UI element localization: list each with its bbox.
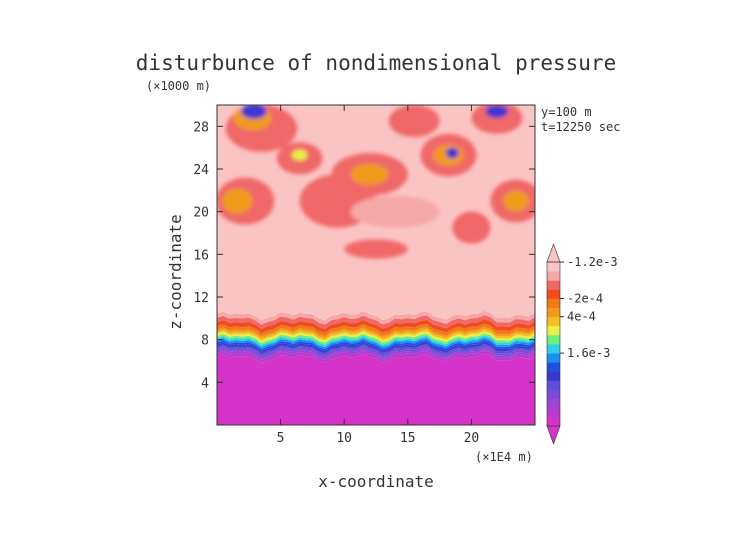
contour-blob	[503, 190, 529, 212]
colorbar-swatch	[547, 344, 560, 354]
contour-blob	[241, 105, 267, 119]
contour-blob	[388, 105, 440, 137]
colorbar-swatch	[547, 389, 560, 400]
colorbar-swatch	[547, 371, 560, 381]
colorbar-swatch	[547, 380, 560, 390]
contour-blob	[350, 163, 389, 185]
contour-band	[217, 343, 535, 356]
contour-band	[217, 339, 535, 352]
annotation-time: t=12250 sec	[541, 120, 620, 134]
contour-band	[217, 310, 535, 325]
y-tick-label: 8	[201, 334, 209, 349]
contour-blob	[222, 188, 253, 214]
contour-band	[217, 315, 535, 329]
contour-blob	[350, 195, 440, 228]
colorbar-swatch	[547, 280, 560, 290]
colorbar-label: -1.2e-3	[567, 255, 618, 269]
colorbar-swatch	[547, 407, 560, 418]
contour-band	[217, 326, 535, 339]
y-tick-label: 4	[201, 376, 209, 391]
y-unit-label: (×1000 m)	[146, 79, 211, 93]
contour-band	[217, 333, 535, 345]
colorbar-arrow-bottom	[546, 425, 561, 445]
contour-band	[217, 329, 535, 341]
contour-band	[217, 350, 535, 363]
y-tick-label: 16	[193, 248, 209, 263]
x-axis-ticks: 5 10 15 20	[277, 105, 480, 446]
contour-band	[217, 348, 535, 360]
x-tick-label: 5	[277, 431, 285, 446]
contour-band	[217, 319, 535, 334]
contour-band	[217, 323, 535, 337]
contour-blob	[471, 105, 523, 134]
colorbar-swatch	[547, 398, 560, 409]
colorbar-swatch	[547, 298, 560, 308]
contour-band	[217, 335, 535, 347]
plot-area	[217, 105, 535, 425]
contour-band	[217, 337, 535, 350]
y-tick-label: 20	[193, 206, 209, 221]
annotation-y-position: y=100 m	[541, 105, 592, 119]
contour-band	[217, 331, 535, 343]
y-tick-label: 24	[193, 163, 209, 178]
y-tick-label: 28	[193, 120, 209, 135]
x-tick-label: 20	[464, 431, 480, 446]
y-axis-label: z-coordinate	[166, 214, 185, 330]
y-axis-ticks: 4 8 12 16 20 24 28	[193, 120, 535, 391]
chart-title: disturbunce of nondimensional pressure	[136, 51, 616, 75]
y-tick-label: 12	[193, 291, 209, 306]
x-axis-label: x-coordinate	[318, 472, 434, 491]
contour-blob	[452, 211, 491, 244]
contour-blob	[292, 149, 308, 161]
colorbar-swatch	[547, 316, 560, 327]
colorbar-swatch	[547, 334, 560, 345]
colorbar: 1.6e-3 4e-4 -2e-4 -1.2e-3	[546, 243, 618, 445]
colorbar-swatch	[547, 271, 560, 281]
x-tick-label: 15	[400, 431, 416, 446]
contour-band	[217, 346, 535, 358]
colorbar-frame	[546, 261, 561, 427]
colorbar-label: 4e-4	[567, 310, 596, 324]
contour-blob	[485, 105, 509, 118]
colorbar-label: -2e-4	[567, 291, 603, 305]
contour-band	[217, 341, 535, 354]
colorbar-swatch	[547, 289, 560, 299]
colorbar-swatch	[547, 353, 560, 363]
x-tick-label: 10	[336, 431, 352, 446]
colorbar-arrow-top	[546, 243, 561, 263]
x-unit-label: (×1E4 m)	[475, 450, 533, 464]
contour-blob	[344, 239, 408, 259]
contour-blob	[445, 147, 459, 159]
colorbar-swatch	[547, 362, 560, 372]
colorbar-swatch	[547, 325, 560, 336]
contour-band	[217, 353, 535, 425]
colorbar-label: 1.6e-3	[567, 346, 610, 360]
colorbar-swatch	[547, 416, 560, 427]
plot-frame	[216, 104, 536, 426]
colorbar-swatch	[547, 307, 560, 318]
colorbar-swatch	[547, 262, 560, 272]
